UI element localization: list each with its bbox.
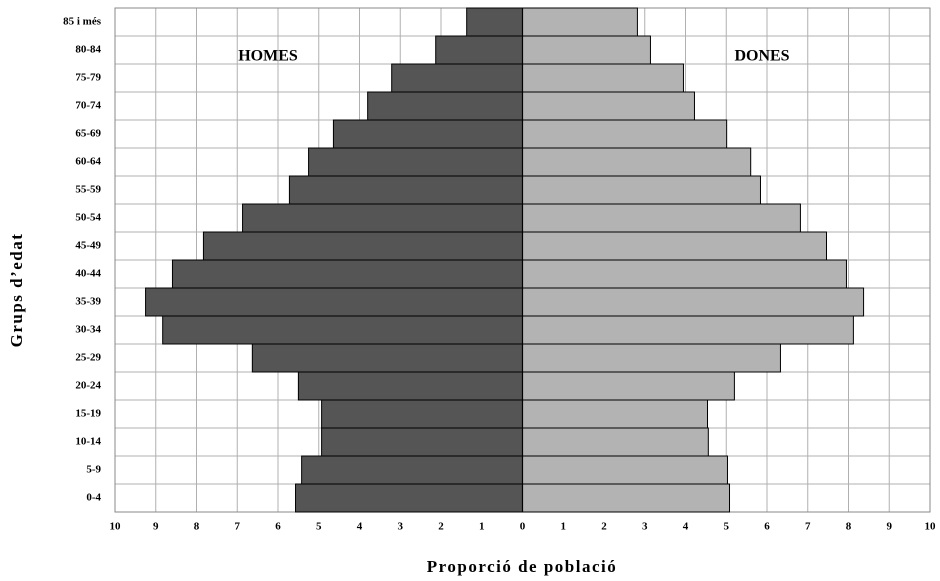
bar xyxy=(522,455,728,485)
x-tick-label: 1 xyxy=(561,521,567,533)
y-tick-label: 35-39 xyxy=(75,296,101,308)
series-label: HOMES xyxy=(238,48,298,65)
y-tick-label: 70-74 xyxy=(75,100,101,112)
x-tick-label: 4 xyxy=(357,521,363,533)
bar xyxy=(162,315,524,345)
y-tick-label: 40-44 xyxy=(75,268,101,280)
x-tick-label: 9 xyxy=(153,521,159,533)
x-tick-label: 3 xyxy=(398,521,404,533)
bar xyxy=(522,147,752,177)
y-tick-label: 60-64 xyxy=(75,156,101,168)
x-tick-label: 7 xyxy=(235,521,241,533)
y-axis-title: Grups d’edat xyxy=(7,233,26,348)
bar xyxy=(522,63,684,93)
series-label: DONES xyxy=(734,48,789,65)
bar xyxy=(466,7,523,37)
x-axis-title: Proporció de població xyxy=(427,557,618,576)
x-tick-label: 4 xyxy=(683,521,689,533)
x-tick-label: 2 xyxy=(438,521,444,533)
bar xyxy=(251,343,523,373)
bar xyxy=(321,399,524,429)
bar xyxy=(297,371,523,401)
bar xyxy=(522,203,801,233)
x-tick-label: 8 xyxy=(194,521,200,533)
x-tick-label: 5 xyxy=(724,521,730,533)
x-tick-label: 0 xyxy=(520,521,526,533)
bar xyxy=(522,483,731,513)
bar xyxy=(522,35,651,65)
x-tick-label: 7 xyxy=(805,521,811,533)
y-tick-label: 25-29 xyxy=(75,352,101,364)
bar xyxy=(332,119,524,149)
bar xyxy=(522,259,847,289)
x-tick-label: 10 xyxy=(925,521,937,533)
y-tick-label: 45-49 xyxy=(75,240,101,252)
bar xyxy=(391,63,523,93)
x-tick-label: 8 xyxy=(846,521,852,533)
y-tick-label: 50-54 xyxy=(75,212,101,224)
y-tick-label: 0-4 xyxy=(86,492,101,504)
bar xyxy=(522,7,638,37)
bar xyxy=(145,287,523,317)
bar xyxy=(522,287,865,317)
bar xyxy=(435,35,524,65)
bar xyxy=(522,175,761,205)
y-tick-label: 15-19 xyxy=(75,408,101,420)
x-tick-label: 9 xyxy=(887,521,893,533)
bar xyxy=(242,203,524,233)
bar xyxy=(522,371,735,401)
y-tick-label: 5-9 xyxy=(86,464,101,476)
x-tick-label: 3 xyxy=(642,521,648,533)
bar xyxy=(522,231,827,261)
bar xyxy=(321,427,524,457)
y-tick-label: 30-34 xyxy=(75,324,101,336)
x-tick-label: 1 xyxy=(479,521,485,533)
x-tick-label: 10 xyxy=(110,521,122,533)
y-tick-label: 85 i més xyxy=(63,16,102,28)
y-tick-label: 75-79 xyxy=(75,72,101,84)
x-tick-label: 2 xyxy=(601,521,607,533)
bar xyxy=(308,147,523,177)
bar xyxy=(522,399,709,429)
x-tick-label: 6 xyxy=(764,521,770,533)
bar xyxy=(522,343,781,373)
y-tick-label: 80-84 xyxy=(75,44,101,56)
bar xyxy=(301,455,524,485)
bar xyxy=(171,259,524,289)
bar xyxy=(202,231,524,261)
bar xyxy=(367,91,523,121)
bar xyxy=(522,91,695,121)
y-tick-label: 55-59 xyxy=(75,184,101,196)
bar xyxy=(522,119,728,149)
bar xyxy=(295,483,523,513)
x-tick-label: 5 xyxy=(316,521,322,533)
y-tick-label: 20-24 xyxy=(75,380,101,392)
y-tick-label: 10-14 xyxy=(75,436,101,448)
x-tick-label: 6 xyxy=(275,521,281,533)
bar xyxy=(288,175,523,205)
bar xyxy=(522,427,709,457)
bar xyxy=(522,315,854,345)
y-tick-label: 65-69 xyxy=(75,128,101,140)
